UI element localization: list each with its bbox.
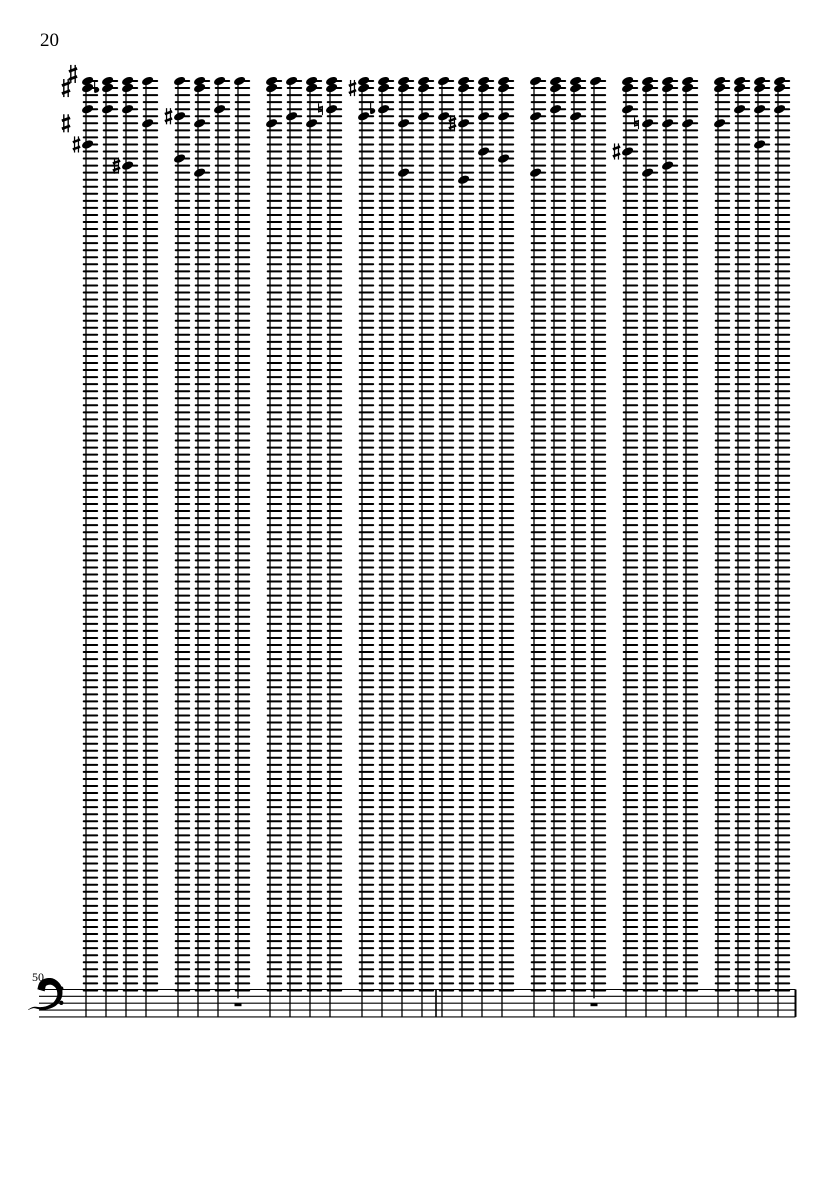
svg-text:50: 50 (32, 970, 44, 984)
svg-text:20: 20 (40, 30, 59, 51)
